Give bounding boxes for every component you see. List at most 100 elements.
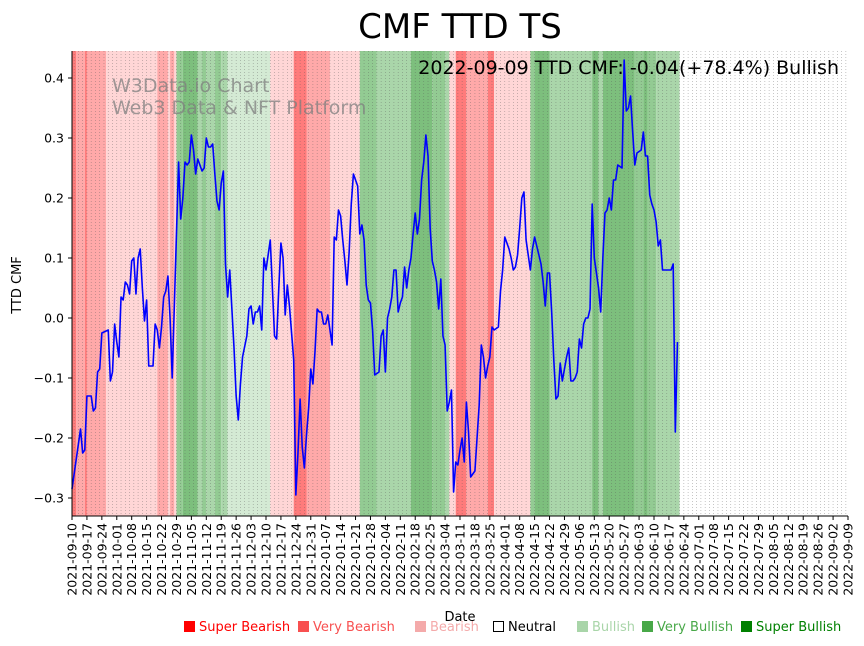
region-super-bullish-38 (643, 51, 648, 516)
region-very-bullish-12 (202, 51, 207, 516)
x-tick-label: 2021-09-17 (79, 523, 94, 596)
y-tick-label: 0.0 (44, 311, 64, 326)
x-tick-label: 2022-08-12 (781, 523, 796, 596)
status-annotation: 2022-09-09 TTD CMF: -0.04(+78.4%) Bullis… (418, 57, 839, 79)
x-tick-label: 2021-10-08 (124, 523, 139, 596)
legend-swatch-icon (298, 621, 309, 632)
region-super-bearish-0 (72, 51, 77, 516)
region-very-bullish-24 (432, 51, 446, 516)
region-bearish-26 (449, 51, 456, 516)
region-bearish-17 (270, 51, 294, 516)
legend-item-neutral: Neutral (493, 620, 556, 635)
legend-item-bullish: Bullish (577, 620, 635, 635)
x-tick-label: 2021-10-15 (139, 523, 154, 596)
x-tick-label: 2022-09-09 (841, 523, 856, 596)
x-tick-label: 2022-04-22 (542, 523, 557, 596)
x-tick-label: 2021-12-24 (288, 523, 303, 596)
region-bullish-40 (656, 51, 680, 516)
x-tick-label: 2022-05-27 (617, 523, 632, 596)
x-tick-label: 2022-01-14 (333, 523, 348, 596)
series-line-ttd-cmf (71, 59, 679, 496)
y-tick-label: 0.1 (44, 251, 64, 266)
region-super-bearish-27 (455, 51, 467, 516)
x-tick-label: 2022-08-19 (796, 523, 811, 596)
x-tick-label: 2022-06-03 (632, 523, 647, 596)
x-tick-label: 2022-06-17 (661, 523, 676, 596)
vertical-gridlines (73, 51, 847, 516)
legend-label: Bullish (592, 620, 636, 635)
region-very-bullish-39 (647, 51, 657, 516)
y-ticks: −0.3 −0.2 −0.1 0.0 0.1 0.2 0.3 0.4 (34, 71, 72, 506)
region-very-bearish-3 (86, 51, 107, 516)
region-bearish-30 (494, 51, 531, 516)
y-tick-label: 0.3 (44, 131, 64, 146)
x-tick-label: 2021-11-19 (214, 523, 229, 596)
legend-swatch-icon (577, 621, 588, 632)
y-tick-label: 0.2 (44, 191, 64, 206)
legend-item-super-bearish: Super Bearish (184, 620, 290, 635)
x-tick-label: 2022-07-01 (691, 523, 706, 596)
x-tick-label: 2022-05-06 (572, 523, 587, 596)
x-axis-label: Date (444, 610, 475, 625)
y-tick-label: −0.3 (34, 491, 64, 506)
region-very-bullish-9 (176, 51, 183, 516)
region-super-bearish-29 (487, 51, 495, 516)
legend-item-bearish: Bearish (415, 620, 479, 635)
region-very-bearish-5 (157, 51, 168, 516)
y-tick-label: 0.4 (44, 71, 64, 86)
x-tick-label: 2022-02-11 (393, 523, 408, 596)
x-tick-label: 2021-12-17 (273, 523, 288, 596)
legend-swatch-icon (741, 621, 752, 632)
series-layer (71, 59, 679, 496)
region-bearish-20 (329, 51, 360, 516)
x-tick-label: 2022-05-13 (587, 523, 602, 596)
x-tick-label: 2021-11-05 (184, 523, 199, 596)
region-bearish-4 (106, 51, 158, 516)
y-tick-label: −0.2 (34, 431, 64, 446)
y-axis-label: TTD CMF (10, 256, 25, 315)
x-tick-label: 2022-07-08 (706, 523, 721, 596)
region-bullish-35 (598, 51, 603, 516)
y-tick-label: −0.1 (34, 371, 64, 386)
x-tick-label: 2022-02-04 (378, 523, 393, 596)
x-tick-label: 2021-12-03 (244, 523, 259, 596)
region-bullish-15 (221, 51, 228, 516)
region-very-bullish-37 (634, 51, 644, 516)
chart-title: CMF TTD TS (358, 7, 562, 47)
region-bullish-33 (549, 51, 593, 516)
sentiment-regions (72, 51, 680, 516)
x-tick-label: 2021-10-01 (109, 523, 124, 596)
x-tick-label: 2022-06-24 (676, 523, 691, 596)
x-tick-label: 2022-07-22 (736, 523, 751, 596)
x-tick-label: 2022-07-15 (721, 523, 736, 596)
legend-label: Super Bearish (199, 620, 291, 635)
x-tick-label: 2021-11-12 (199, 523, 214, 596)
x-tick-label: 2022-05-20 (602, 523, 617, 596)
x-tick-label: 2021-12-10 (259, 523, 274, 596)
x-tick-label: 2021-10-29 (169, 523, 184, 596)
x-tick-label: 2021-11-26 (229, 523, 244, 596)
x-tick-label: 2022-08-26 (811, 523, 826, 596)
region-bullish-25 (445, 51, 450, 516)
legend-swatch-icon (415, 621, 426, 632)
x-ticks: 2021-09-10 2021-09-17 2021-09-24 2021-10-01… (65, 516, 856, 596)
legend-swatch-icon (493, 621, 504, 632)
x-tick-label: 2022-03-25 (482, 523, 497, 596)
legend-item-very-bearish: Very Bearish (298, 620, 395, 635)
region-super-bearish-2 (84, 51, 87, 516)
x-tick-label: 2022-01-07 (318, 523, 333, 596)
region-super-bullish-10 (182, 51, 198, 516)
region-super-bullish-32 (534, 51, 550, 516)
legend-label: Very Bearish (313, 620, 395, 635)
region-super-bullish-23 (410, 51, 433, 516)
x-tick-label: 2022-03-18 (467, 523, 482, 596)
region-super-bullish-34 (592, 51, 599, 516)
x-tick-label: 2022-03-11 (453, 523, 468, 596)
x-tick-label: 2022-02-25 (423, 523, 438, 596)
watermark-line-1: W3Data.io Chart (112, 75, 269, 97)
legend-label: Bearish (430, 620, 479, 635)
region-very-bearish-19 (306, 51, 330, 516)
x-tick-label: 2021-09-10 (65, 523, 80, 596)
x-tick-label: 2022-07-29 (751, 523, 766, 596)
